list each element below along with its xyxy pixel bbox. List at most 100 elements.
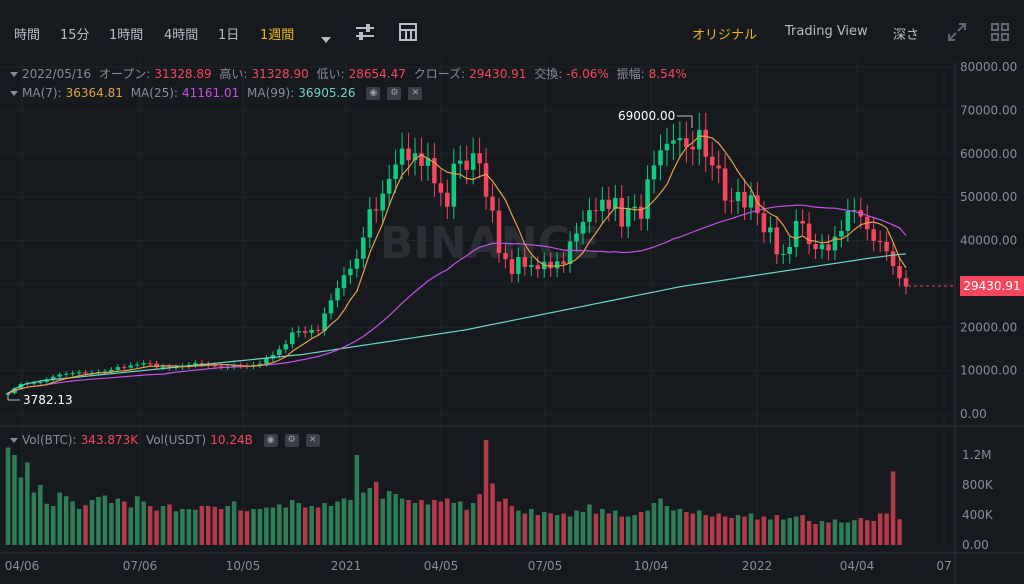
min-price-annotation: 3782.13 xyxy=(7,392,73,407)
candle-body xyxy=(302,331,308,333)
volume-bar xyxy=(302,507,308,545)
settings-icon[interactable]: ⚙ xyxy=(387,87,402,100)
candle-body xyxy=(128,365,134,368)
grid-layout-icon[interactable] xyxy=(991,23,1009,45)
volume-bar xyxy=(645,510,650,545)
candle-body xyxy=(619,197,625,227)
close-icon[interactable]: ✕ xyxy=(408,87,423,100)
volume-bar xyxy=(806,521,812,545)
candle-body xyxy=(613,197,618,209)
view-original[interactable]: オリジナル xyxy=(692,28,758,43)
volume-bar xyxy=(677,509,683,545)
volume-bar xyxy=(522,513,528,545)
ma99-label: MA(99): xyxy=(247,86,295,100)
candle-body xyxy=(806,223,812,244)
time-tick-label: 07/06 xyxy=(123,559,158,573)
candle-body xyxy=(406,148,411,161)
volume-bar xyxy=(684,512,689,545)
volume-bar xyxy=(787,518,792,545)
candle-body xyxy=(231,365,237,367)
candle-body xyxy=(826,244,831,251)
volume-bar xyxy=(50,506,56,545)
volume-bar xyxy=(716,513,721,545)
volume-bar xyxy=(593,513,599,545)
ma99-line xyxy=(7,253,907,394)
candle-body xyxy=(270,355,276,359)
candle-body xyxy=(522,256,528,267)
candle-body xyxy=(419,153,424,166)
candle-body xyxy=(477,153,482,164)
open-label: オープン: xyxy=(99,67,151,81)
candle-body xyxy=(70,373,75,375)
tab-time[interactable]: 時間 xyxy=(14,28,41,43)
candle-body xyxy=(212,364,217,367)
time-tick-label: 2021 xyxy=(331,559,362,573)
price-tick-label: 60000.00 xyxy=(960,147,1017,161)
volume-bar xyxy=(709,516,715,545)
volume-bar xyxy=(632,515,637,545)
volume-bar xyxy=(890,471,896,545)
volume-bar xyxy=(438,501,444,545)
volume-bar xyxy=(477,494,482,545)
candle-body xyxy=(587,210,592,222)
volume-bar xyxy=(264,507,269,545)
visibility-icon[interactable]: ◉ xyxy=(263,434,278,447)
volume-tick-label: 0.00 xyxy=(962,538,989,552)
close-icon[interactable]: ✕ xyxy=(305,434,320,447)
layout-icon[interactable] xyxy=(399,23,417,45)
volume-bar xyxy=(109,503,114,545)
candle-body xyxy=(709,156,715,166)
collapse-triangle-icon[interactable] xyxy=(10,91,18,96)
volume-bar xyxy=(503,498,508,545)
view-depth[interactable]: 深さ xyxy=(893,28,920,43)
volume-bar xyxy=(283,507,289,545)
chevron-down-icon[interactable] xyxy=(321,29,331,48)
volume-bar xyxy=(864,520,870,545)
candle-body xyxy=(690,146,696,150)
candle-body xyxy=(813,243,818,250)
time-tick-label: 2022 xyxy=(742,559,773,573)
volume-bar xyxy=(606,513,612,545)
indicator-settings-icon[interactable] xyxy=(355,23,375,45)
candle-body xyxy=(296,331,301,333)
tab-1w[interactable]: 1週間 xyxy=(260,28,295,43)
tab-15m[interactable]: 15分 xyxy=(60,28,90,43)
candle-body xyxy=(134,364,140,366)
volume-bar xyxy=(83,505,88,545)
tab-1d[interactable]: 1日 xyxy=(218,28,240,43)
volume-bar xyxy=(470,503,476,545)
collapse-triangle-icon[interactable] xyxy=(10,438,18,443)
volume-bar xyxy=(160,506,166,545)
candle-body xyxy=(600,199,605,212)
price-tick-label: 20000.00 xyxy=(960,320,1017,334)
candle-body xyxy=(761,213,767,233)
volume-bar xyxy=(619,516,625,545)
volume-bar xyxy=(257,509,263,545)
volume-bar xyxy=(70,501,75,545)
candle-body xyxy=(768,227,773,233)
volume-bar xyxy=(625,516,631,545)
candle-body xyxy=(671,140,676,144)
visibility-icon[interactable]: ◉ xyxy=(366,87,381,100)
volume-bar xyxy=(322,503,327,545)
ma25-value: 41161.01 xyxy=(181,86,240,100)
collapse-triangle-icon[interactable] xyxy=(10,72,18,77)
candle-body xyxy=(438,183,444,193)
price-tick-label: 40000.00 xyxy=(960,234,1017,248)
min-price-label: 3782.13 xyxy=(23,393,73,407)
candle-body xyxy=(193,363,198,365)
view-tradingview[interactable]: Trading View xyxy=(785,24,868,39)
fullscreen-icon[interactable] xyxy=(948,23,966,45)
settings-icon[interactable]: ⚙ xyxy=(284,434,299,447)
candle-body xyxy=(335,288,340,301)
volume-tick-label: 1.2M xyxy=(962,448,991,462)
time-tick-label: 10/04 xyxy=(634,559,669,573)
candle-body xyxy=(412,153,418,161)
volume-bar xyxy=(548,513,553,545)
price-tick-label: 10000.00 xyxy=(960,364,1017,378)
tab-4h[interactable]: 4時間 xyxy=(164,28,199,43)
volume-bar xyxy=(658,498,663,545)
tab-1h[interactable]: 1時間 xyxy=(109,28,144,43)
volume-bar xyxy=(690,513,696,545)
